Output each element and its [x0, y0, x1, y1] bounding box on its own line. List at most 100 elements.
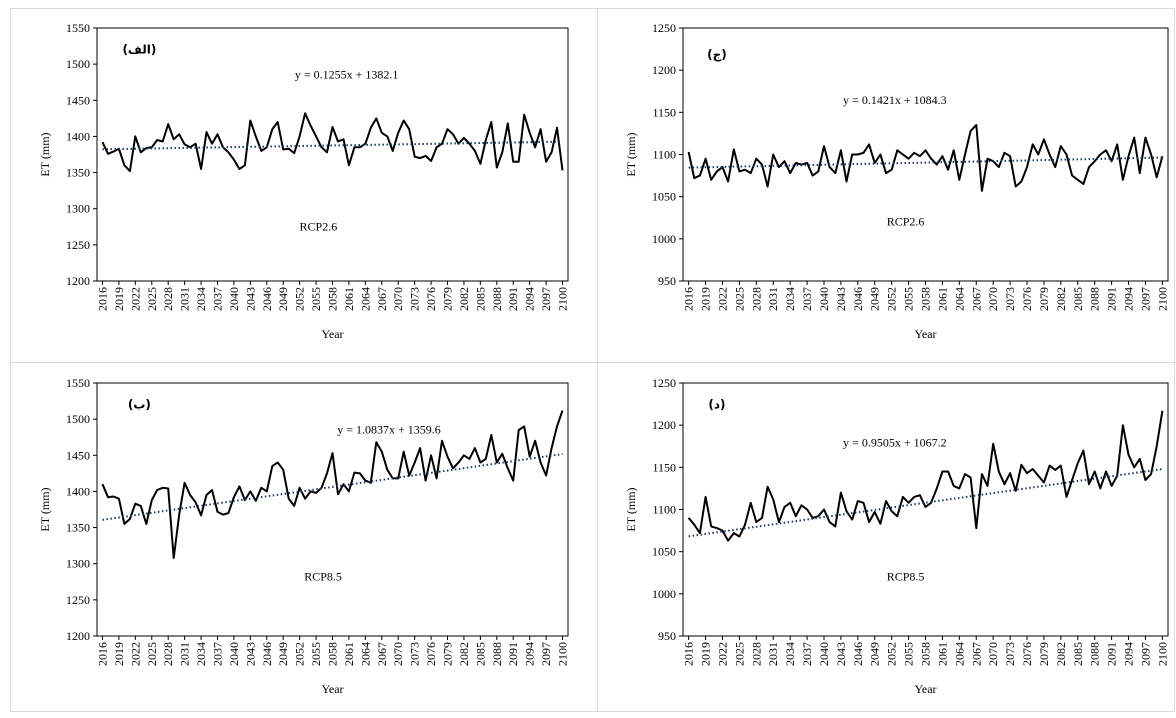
x-tick-label: 2022: [715, 287, 729, 311]
trend-equation: y = 1.0837x + 1359.6: [337, 423, 441, 437]
x-tick-label: 2037: [800, 287, 814, 311]
x-tick-label: 2046: [260, 642, 274, 666]
x-tick-label: 2031: [178, 642, 192, 666]
x-tick-label: 2079: [441, 287, 455, 311]
y-tick-label: 1300: [66, 202, 90, 216]
x-axis-label: Year: [321, 682, 343, 696]
data-line: [687, 124, 1164, 192]
x-tick-label: 2019: [699, 287, 713, 311]
y-tick-label: 1250: [652, 21, 676, 35]
x-tick-label: 2094: [523, 642, 537, 666]
x-tick-label: 2085: [1071, 642, 1085, 666]
x-tick-label: 2088: [490, 642, 504, 666]
panel-label: (ب): [128, 397, 151, 411]
y-tick-label: 1200: [66, 629, 90, 643]
x-tick-label: 2049: [868, 287, 882, 311]
x-tick-label: 2049: [276, 287, 290, 311]
x-tick-label: 2058: [326, 287, 340, 311]
x-tick-label: 2067: [375, 287, 389, 311]
y-tick-label: 1100: [652, 503, 676, 517]
y-tick-label: 1000: [652, 232, 676, 246]
x-tick-label: 2043: [834, 287, 848, 311]
y-tick-label: 1000: [652, 587, 676, 601]
x-tick-label: 2055: [309, 642, 323, 666]
y-tick-label: 1150: [652, 460, 676, 474]
x-tick-label: 2073: [408, 642, 422, 666]
x-tick-label: 2076: [1020, 287, 1034, 311]
x-tick-label: 2097: [1138, 287, 1152, 311]
y-tick-label: 1350: [66, 521, 90, 535]
x-tick-label: 2082: [457, 642, 471, 666]
trend-equation: y = 0.1421x + 1084.3: [843, 93, 947, 107]
x-tick-label: 2076: [424, 642, 438, 666]
x-tick-label: 2082: [1054, 287, 1068, 311]
y-tick-label: 1200: [66, 274, 90, 288]
x-tick-label: 2070: [391, 287, 405, 311]
x-tick-label: 2061: [342, 642, 356, 666]
x-axis-label: Year: [321, 327, 343, 341]
y-tick-label: 950: [658, 274, 676, 288]
x-tick-label: 2100: [556, 287, 570, 311]
y-tick-label: 1050: [652, 190, 676, 204]
plot-area: [682, 382, 1169, 637]
x-tick-label: 2088: [1088, 287, 1102, 311]
x-tick-label: 2028: [749, 642, 763, 666]
scenario-label: RCP8.5: [887, 569, 925, 583]
trend-equation: y = 0.9505x + 1067.2: [843, 435, 947, 449]
y-tick-label: 1250: [652, 376, 676, 390]
x-tick-label: 2046: [851, 642, 865, 666]
x-tick-label: 2055: [309, 287, 323, 311]
x-tick-label: 2055: [902, 287, 916, 311]
x-tick-label: 2031: [178, 287, 192, 311]
plot-area: [96, 382, 569, 637]
x-tick-label: 2040: [227, 287, 241, 311]
y-tick-label: 1350: [66, 166, 90, 180]
data-line: [101, 112, 564, 173]
x-tick-label: 2016: [95, 287, 109, 311]
x-tick-label: 2025: [145, 642, 159, 666]
data-line: [101, 410, 564, 559]
x-tick-label: 2043: [834, 642, 848, 666]
x-tick-label: 2019: [112, 287, 126, 311]
x-tick-label: 2085: [473, 642, 487, 666]
x-tick-label: 2064: [358, 287, 372, 311]
x-tick-label: 2031: [766, 642, 780, 666]
x-tick-label: 2082: [1054, 642, 1068, 666]
x-tick-label: 2064: [358, 642, 372, 666]
x-tick-label: 2073: [1003, 287, 1017, 311]
x-tick-label: 2019: [699, 642, 713, 666]
x-tick-label: 2016: [682, 287, 696, 311]
x-tick-label: 2058: [326, 642, 340, 666]
x-axis-label: Year: [914, 682, 936, 696]
y-tick-label: 1250: [66, 238, 90, 252]
x-tick-label: 2037: [210, 642, 224, 666]
x-tick-label: 2037: [800, 642, 814, 666]
x-tick-label: 2061: [935, 287, 949, 311]
x-tick-label: 2085: [473, 287, 487, 311]
trend-line: [688, 468, 1163, 538]
x-tick-label: 2022: [715, 642, 729, 666]
x-tick-label: 2034: [194, 642, 208, 666]
scenario-label: RCP8.5: [304, 569, 342, 583]
y-tick-label: 1300: [66, 557, 90, 571]
x-tick-label: 2061: [935, 642, 949, 666]
x-tick-label: 2022: [128, 642, 142, 666]
y-axis-label: ET (mm): [624, 487, 638, 531]
x-tick-label: 2031: [766, 287, 780, 311]
x-tick-label: 2061: [342, 287, 356, 311]
x-tick-label: 2034: [783, 287, 797, 311]
x-tick-label: 2091: [506, 287, 520, 311]
plot-area: [682, 27, 1169, 282]
plot-area: [96, 27, 569, 282]
x-tick-label: 2079: [441, 642, 455, 666]
x-tick-label: 2040: [817, 287, 831, 311]
scenario-label: RCP2.6: [887, 214, 925, 228]
x-tick-label: 2097: [539, 287, 553, 311]
y-tick-label: 1050: [652, 545, 676, 559]
x-tick-label: 2034: [783, 642, 797, 666]
y-axis-label: ET (mm): [624, 132, 638, 176]
x-tick-label: 2052: [293, 642, 307, 666]
x-tick-label: 2082: [457, 287, 471, 311]
x-axis-label: Year: [914, 327, 936, 341]
y-tick-label: 1550: [66, 376, 90, 390]
